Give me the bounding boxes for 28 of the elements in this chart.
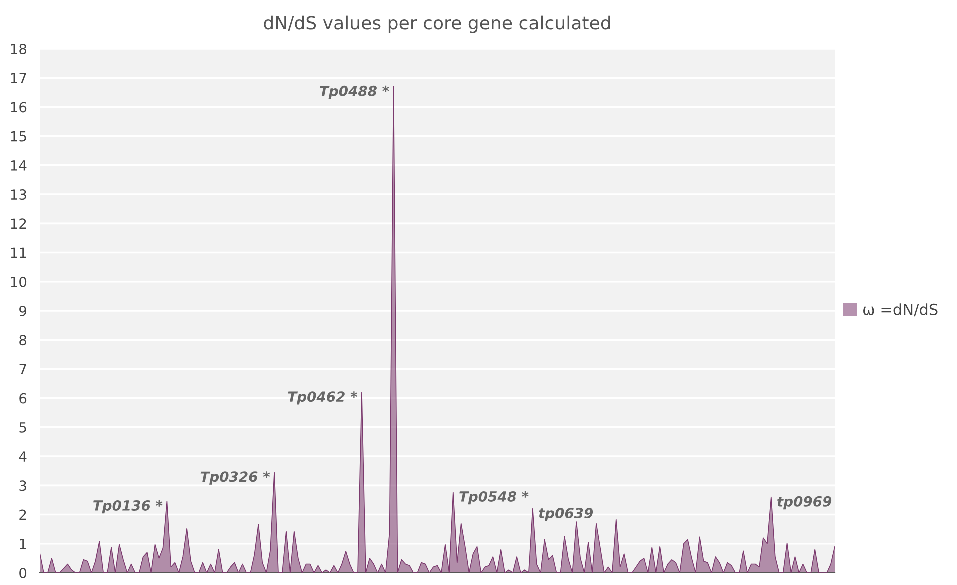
annotation: tp0969 bbox=[778, 496, 832, 510]
y-tick-label: 2 bbox=[20, 510, 26, 520]
y-tick-label: 10 bbox=[11, 276, 27, 288]
annotation: Tp0136 * bbox=[94, 500, 163, 514]
y-tick-label: 7 bbox=[20, 364, 26, 374]
annotation: Tp0462 * bbox=[288, 392, 358, 405]
y-tick-label: 14 bbox=[11, 160, 27, 171]
y-tick-label: 15 bbox=[11, 131, 26, 142]
y-tick-label: 0 bbox=[20, 568, 27, 578]
y-tick-label: 3 bbox=[20, 480, 26, 492]
annotation: Tp0326 * bbox=[200, 472, 270, 485]
y-tick-label: 12 bbox=[11, 218, 26, 229]
y-tick-label: 9 bbox=[20, 306, 27, 316]
y-tick-label: 17 bbox=[11, 73, 26, 84]
y-tick-label: 16 bbox=[11, 102, 27, 113]
y-tick-label: 4 bbox=[19, 452, 27, 462]
annotation: Tp0488 * bbox=[320, 86, 390, 100]
annotation: Tp0548 * bbox=[460, 491, 529, 505]
annotation: tp0639 bbox=[539, 508, 594, 522]
y-tick-label: 5 bbox=[20, 422, 26, 433]
chart-title: dN/dS values per core gene calculated bbox=[264, 16, 610, 34]
y-tick-label: 6 bbox=[20, 393, 27, 404]
y-tick-label: 1 bbox=[20, 539, 26, 550]
y-tick-label: 11 bbox=[11, 248, 26, 258]
y-tick-label: 18 bbox=[11, 44, 27, 54]
legend-label: ω =dN/dS bbox=[864, 304, 938, 317]
y-tick-label: 13 bbox=[11, 190, 26, 200]
y-tick-label: 8 bbox=[20, 335, 27, 346]
